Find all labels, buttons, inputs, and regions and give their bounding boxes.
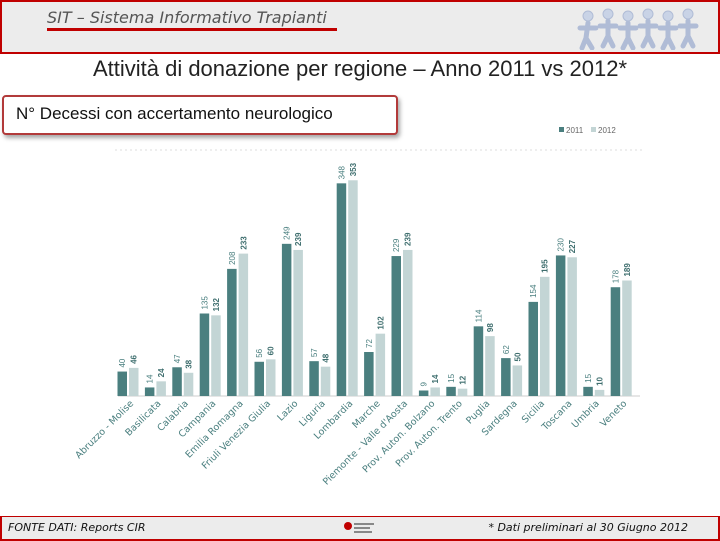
bar-2011 bbox=[254, 361, 264, 396]
bar-2012 bbox=[567, 257, 577, 396]
bar-2011 bbox=[473, 326, 484, 396]
data-label-2012: 46 bbox=[130, 354, 139, 363]
data-label-2011: 57 bbox=[310, 348, 319, 357]
data-label-2012: 48 bbox=[322, 353, 331, 362]
data-label-2011: 348 bbox=[337, 165, 346, 179]
data-label-2012: 233 bbox=[239, 236, 248, 250]
data-label-2012: 102 bbox=[376, 316, 385, 330]
bar-2012 bbox=[512, 365, 523, 396]
bar-2012 bbox=[430, 387, 440, 396]
bar-2011 bbox=[418, 390, 429, 396]
data-label-2012: 195 bbox=[541, 259, 550, 273]
bar-2011 bbox=[528, 301, 538, 396]
bar-2012 bbox=[320, 366, 331, 396]
data-label-2012: 14 bbox=[431, 374, 440, 383]
bar-2011 bbox=[583, 386, 593, 396]
bar-2012 bbox=[485, 336, 495, 396]
people-logo-icon bbox=[577, 8, 699, 50]
bar-2012 bbox=[129, 367, 139, 396]
bar-2012 bbox=[266, 359, 276, 396]
data-label-2011: 178 bbox=[611, 269, 620, 283]
bar-2011 bbox=[391, 256, 401, 396]
subtitle-box: N° Decessi con accertamento neurologico bbox=[2, 95, 398, 135]
data-label-2011: 40 bbox=[118, 358, 127, 367]
bar-2011 bbox=[309, 361, 319, 396]
data-label-2012: 227 bbox=[568, 239, 577, 253]
legend-label-2012: 2012 bbox=[598, 126, 616, 135]
data-label-2012: 239 bbox=[294, 232, 303, 246]
data-label-2012: 132 bbox=[212, 297, 221, 311]
bar-2011 bbox=[172, 367, 182, 396]
main-title: Attività di donazione per regione – Anno… bbox=[92, 56, 628, 81]
data-label-2011: 154 bbox=[529, 284, 538, 298]
bar-2012 bbox=[622, 280, 632, 396]
legend-label-2011: 2011 bbox=[566, 126, 584, 135]
data-label-2011: 47 bbox=[173, 354, 182, 363]
data-label-2012: 60 bbox=[267, 346, 276, 355]
data-label-2011: 229 bbox=[392, 238, 401, 252]
data-label-2011: 9 bbox=[420, 382, 429, 387]
data-label-2012: 353 bbox=[349, 162, 358, 176]
chart-subtitle: N° Decessi con accertamento neurologico bbox=[16, 104, 333, 123]
bar-2011 bbox=[227, 268, 237, 396]
data-label-2012: 50 bbox=[513, 352, 522, 361]
title-underline bbox=[47, 28, 337, 31]
bar-2012 bbox=[457, 388, 468, 396]
data-label-2011: 135 bbox=[200, 296, 209, 310]
bar-2012 bbox=[293, 249, 303, 396]
bar-2011 bbox=[199, 313, 210, 396]
bar-2011 bbox=[144, 387, 155, 396]
bar-2012 bbox=[540, 276, 550, 396]
data-label-2012: 239 bbox=[404, 232, 413, 246]
data-label-2011: 15 bbox=[447, 373, 456, 382]
app-title: SIT – Sistema Informativo Trapianti bbox=[47, 8, 327, 27]
bar-2011 bbox=[281, 243, 292, 396]
data-label-2012: 189 bbox=[623, 263, 632, 277]
category-label: Lazio bbox=[275, 398, 300, 423]
data-label-2011: 14 bbox=[146, 374, 155, 383]
data-label-2012: 38 bbox=[185, 359, 194, 368]
data-label-2011: 208 bbox=[228, 251, 237, 265]
top-banner: SIT – Sistema Informativo Trapianti bbox=[0, 0, 720, 54]
bar-2012 bbox=[238, 253, 249, 396]
bar-2011 bbox=[610, 287, 621, 396]
data-label-2011: 72 bbox=[365, 339, 374, 348]
bar-2011 bbox=[501, 358, 511, 396]
bar-2012 bbox=[183, 372, 194, 396]
data-label-2011: 15 bbox=[584, 373, 593, 382]
legend-swatch-2012 bbox=[591, 127, 596, 132]
bar-2011 bbox=[446, 386, 456, 396]
data-label-2011: 249 bbox=[283, 226, 292, 240]
bar-2012 bbox=[348, 180, 358, 396]
bar-2011 bbox=[555, 255, 566, 396]
data-source: FONTE DATI: Reports CIR bbox=[8, 521, 146, 534]
bar-2012 bbox=[594, 389, 605, 396]
data-label-2012: 10 bbox=[596, 376, 605, 385]
bar-2012 bbox=[211, 315, 221, 396]
data-label-2012: 12 bbox=[459, 375, 468, 384]
bar-2011 bbox=[117, 371, 127, 396]
footnote: * Dati preliminari al 30 Giugno 2012 bbox=[488, 521, 688, 534]
data-label-2011: 230 bbox=[557, 238, 566, 252]
data-label-2011: 56 bbox=[255, 348, 264, 357]
bar-2012 bbox=[375, 333, 386, 396]
data-label-2011: 114 bbox=[474, 309, 483, 322]
data-label-2012: 24 bbox=[157, 368, 166, 377]
bar-2012 bbox=[156, 381, 166, 396]
category-label: Veneto bbox=[598, 398, 629, 429]
network-logo-icon bbox=[344, 522, 374, 533]
data-label-2012: 98 bbox=[486, 323, 495, 332]
data-label-2011: 62 bbox=[502, 345, 511, 354]
legend-swatch-2011 bbox=[559, 127, 564, 132]
bar-2011 bbox=[364, 352, 374, 396]
bar-2012 bbox=[403, 249, 413, 396]
bar-2011 bbox=[336, 183, 347, 396]
category-label: Umbria bbox=[570, 398, 602, 430]
